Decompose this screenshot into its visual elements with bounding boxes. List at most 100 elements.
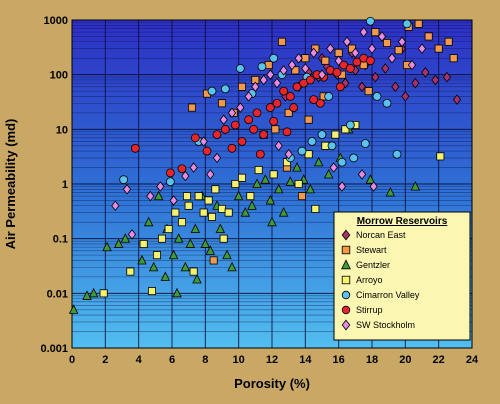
data-point-stirrup (230, 120, 240, 130)
data-point-stewart (434, 44, 443, 53)
data-point-norcan-east (371, 71, 380, 83)
legend-marker-cimarron-valley (341, 290, 351, 300)
data-point-gentzler (265, 194, 276, 205)
data-point-sw-stockholm (334, 55, 343, 66)
data-point-arroyo (147, 287, 156, 296)
data-point-sw-stockholm (122, 184, 132, 195)
x-tick-label: 2 (102, 354, 108, 366)
legend-label-norcan-east: Norcan East (356, 230, 406, 240)
data-point-gentzler (323, 168, 334, 179)
data-point-gentzler (227, 261, 237, 272)
data-point-arroyo (219, 234, 228, 243)
data-point-stewart (371, 28, 380, 37)
data-point-stewart (364, 87, 373, 96)
x-axis-label: Porosity (%) (234, 376, 310, 391)
data-point-gentzler (385, 186, 396, 197)
legend-label-arroyo: Arroyo (356, 275, 383, 285)
legend-item-gentzler: Gentzler (341, 259, 390, 270)
data-point-cimarron-valley (269, 53, 279, 63)
data-point-stirrup (309, 95, 319, 104)
data-point-sw-stockholm (287, 59, 297, 71)
legend-box (333, 211, 471, 341)
data-point-sw-stockholm (169, 195, 178, 206)
data-point-arroyo (199, 208, 208, 217)
data-point-norcan-east (341, 77, 350, 89)
data-point-sw-stockholm (272, 77, 282, 89)
data-point-gentzler (168, 249, 179, 260)
data-point-cimarron-valley (235, 64, 245, 73)
data-point-cimarron-valley (402, 19, 412, 29)
data-point-stewart (301, 54, 310, 63)
data-point-sw-stockholm (329, 162, 338, 173)
series-stirrup (130, 53, 375, 178)
data-point-arroyo (246, 192, 255, 201)
data-point-stirrup (202, 146, 212, 156)
data-point-gentzler (305, 183, 316, 194)
data-point-stewart (187, 103, 196, 112)
data-point-sw-stockholm (342, 36, 352, 48)
data-point-sw-stockholm (377, 31, 387, 42)
data-point-stirrup (282, 127, 292, 137)
data-point-stewart (237, 82, 246, 91)
data-point-gentzler (137, 254, 147, 265)
data-point-sw-stockholm (351, 47, 360, 59)
data-point-stewart (291, 66, 300, 75)
data-point-gentzler (313, 156, 324, 167)
data-point-cimarron-valley (220, 84, 230, 94)
data-point-gentzler (185, 238, 196, 248)
data-point-arroyo (139, 239, 148, 248)
legend-marker-arroyo (341, 275, 351, 285)
data-point-arroyo (171, 208, 180, 217)
data-point-cimarron-valley (365, 16, 375, 26)
data-point-gentzler (240, 207, 251, 217)
x-axis-ticks: 0 2 4 6 8 10 12 14 16 18 20 22 24 (69, 354, 479, 366)
data-point-stewart (414, 19, 423, 28)
data-point-gentzler (82, 290, 92, 300)
data-point-sw-stockholm (294, 52, 303, 64)
data-point-cimarron-valley (207, 86, 217, 96)
y-tick-label: 1 (62, 179, 68, 191)
data-point-norcan-east (421, 67, 430, 78)
data-point-arroyo (311, 204, 320, 213)
data-point-cimarron-valley (317, 130, 327, 140)
data-point-gentzler (278, 207, 289, 217)
y-tick-label: 1000 (44, 15, 68, 27)
data-point-stirrup (177, 164, 187, 174)
data-point-stirrup (249, 124, 259, 134)
x-tick-label: 20 (399, 354, 411, 366)
x-tick-label: 24 (466, 354, 479, 366)
data-point-stirrup (244, 115, 254, 125)
data-point-cimarron-valley (307, 137, 317, 146)
data-point-stewart (271, 125, 280, 134)
data-point-norcan-east (401, 91, 410, 102)
data-point-stirrup (279, 86, 289, 96)
data-point-sw-stockholm (156, 181, 165, 192)
data-point-cimarron-valley (382, 98, 392, 108)
data-point-stewart (334, 48, 343, 57)
x-tick-label: 4 (136, 354, 143, 366)
data-point-norcan-east (431, 74, 440, 86)
data-point-sw-stockholm (309, 47, 318, 59)
data-point-stirrup (259, 130, 269, 140)
x-tick-label: 22 (433, 354, 445, 366)
data-point-sw-stockholm (387, 52, 397, 64)
data-point-norcan-east (411, 77, 420, 89)
data-point-sw-stockholm (397, 36, 407, 48)
legend-item-stirrup: Stirrup (341, 305, 383, 315)
data-point-stirrup (212, 130, 222, 140)
data-point-sw-stockholm (206, 169, 215, 180)
data-point-stirrup (315, 98, 325, 108)
y-tick-label: 10 (56, 124, 68, 136)
data-point-sw-stockholm (407, 59, 417, 71)
data-point-gentzler (153, 190, 164, 201)
data-point-stewart (394, 46, 403, 55)
data-point-arroyo (126, 267, 135, 276)
data-point-gentzler (143, 216, 154, 227)
data-point-stirrup (365, 56, 375, 66)
data-point-cimarron-valley (360, 139, 370, 148)
y-tick-label: 100 (50, 70, 68, 82)
data-point-cimarron-valley (392, 149, 402, 159)
data-point-stewart (217, 99, 226, 108)
data-point-stirrup (292, 82, 302, 92)
data-point-gentzler (180, 261, 191, 272)
